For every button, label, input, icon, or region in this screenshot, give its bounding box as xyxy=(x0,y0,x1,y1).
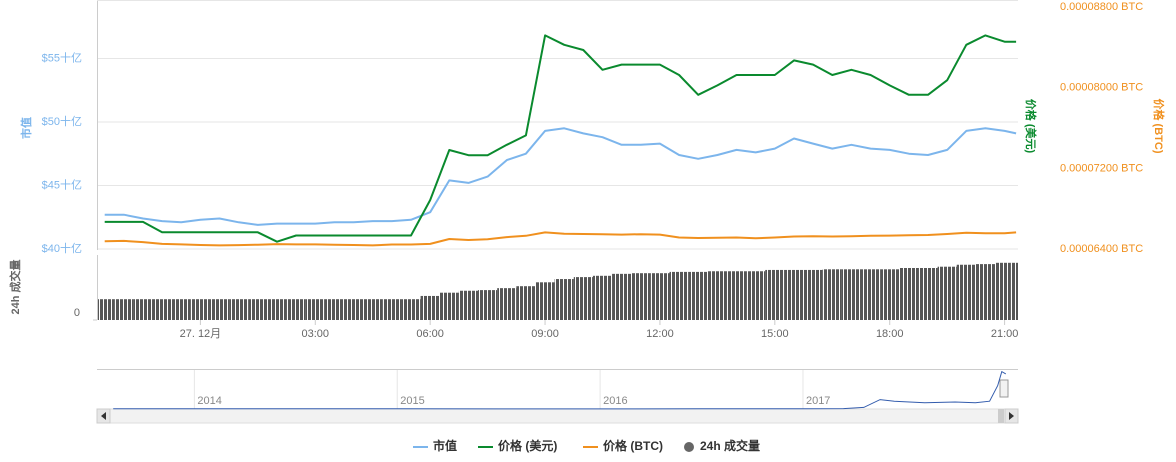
volume-bar xyxy=(765,269,785,320)
arrow-right xyxy=(1009,412,1014,420)
series-line xyxy=(104,127,1017,226)
volume-bar xyxy=(305,299,325,320)
volume-bar xyxy=(171,299,191,320)
volume-bar xyxy=(344,299,364,320)
volume-bar xyxy=(726,271,747,320)
navigator-tick-label: 2017 xyxy=(806,395,830,407)
volume-bar xyxy=(152,299,172,320)
y-axis-title: 市值 xyxy=(19,117,33,139)
volume-bar xyxy=(650,273,670,320)
y2-tick-label: 0.00008000 BTC xyxy=(1060,82,1143,94)
volume-bar xyxy=(190,299,210,320)
volume-bar xyxy=(631,273,651,320)
volume-bar xyxy=(822,269,842,320)
volume-bar xyxy=(286,299,306,320)
y2-tick-label: 0.00007200 BTC xyxy=(1060,162,1143,174)
y2-tick-label: 0.00006400 BTC xyxy=(1060,243,1143,255)
volume-bar xyxy=(784,269,804,320)
y2-tick-label: 0.00008800 BTC xyxy=(1060,1,1143,13)
volume-bar xyxy=(363,299,383,320)
x-tick-label: 27. 12月 xyxy=(180,328,222,340)
volume-bar xyxy=(516,286,536,320)
navigator-handle[interactable] xyxy=(999,379,1009,398)
x-tick-label: 09:00 xyxy=(531,328,559,340)
volume-bar xyxy=(707,271,727,320)
volume-bar xyxy=(899,268,919,320)
legend-label[interactable]: 价格 (美元) xyxy=(498,438,557,453)
volume-bar xyxy=(248,299,268,320)
volume-bar xyxy=(937,266,957,320)
legend-label[interactable]: 价格 (BTC) xyxy=(603,438,663,453)
volume-bar xyxy=(554,279,574,320)
legend-marker[interactable] xyxy=(684,442,694,452)
volume-tick-label: 0 xyxy=(74,307,80,319)
volume-bar xyxy=(669,271,689,320)
navigator-tick-label: 2014 xyxy=(197,395,221,407)
volume-bar xyxy=(497,288,517,320)
plot: $40十亿 $45十亿 $50十亿 $55十亿 0.00006400 BTC 0.0000… xyxy=(8,0,1166,453)
volume-bar xyxy=(612,273,632,320)
x-tick-label: 03:00 xyxy=(302,328,330,340)
volume-bar xyxy=(98,299,115,320)
volume-bar xyxy=(114,299,134,320)
volume-bar xyxy=(535,282,555,320)
volume-bar xyxy=(860,269,881,320)
series-line xyxy=(104,34,1017,243)
navigator-line xyxy=(113,370,1007,410)
volume-bar xyxy=(803,269,823,320)
x-tick-label: 18:00 xyxy=(876,328,904,340)
x-tick-label: 12:00 xyxy=(646,328,674,340)
volume-bar xyxy=(956,264,976,320)
volume-bar xyxy=(975,264,996,320)
volume-bar xyxy=(880,269,900,320)
y2-axis-title: 价格 (BTC) xyxy=(1152,99,1166,154)
volume-bar xyxy=(420,295,440,320)
volume-bar xyxy=(401,299,421,320)
scrollbar[interactable] xyxy=(96,408,1019,424)
x-tick-label: 21:00 xyxy=(991,328,1019,340)
volume-bar xyxy=(918,268,938,320)
scroll-thumb[interactable] xyxy=(998,409,1004,423)
x-tick-label: 15:00 xyxy=(761,328,789,340)
y-tick-label: $45十亿 xyxy=(42,177,82,191)
navigator-tick-label: 2015 xyxy=(400,395,424,407)
volume-bar xyxy=(841,269,861,320)
x-tick-label: 06:00 xyxy=(416,328,444,340)
volume-bar xyxy=(688,271,708,320)
volume-bar xyxy=(324,299,345,320)
legend-label[interactable]: 市值 xyxy=(433,438,457,453)
volume-bar xyxy=(995,262,1011,320)
legend-label[interactable]: 24h 成交量 xyxy=(700,438,760,453)
volume-bar xyxy=(458,290,479,320)
volume-axis-title: 24h 成交量 xyxy=(8,259,22,314)
volume-bar xyxy=(592,275,613,320)
volume-bar xyxy=(382,299,402,320)
y-tick-label: $40十亿 xyxy=(42,241,82,255)
volume-bar xyxy=(209,299,230,320)
volume-bar xyxy=(573,277,593,320)
volume-bar xyxy=(133,299,153,320)
volume-bar xyxy=(746,271,766,320)
volume-bar xyxy=(439,292,459,320)
volume-bar xyxy=(478,290,498,320)
navigator-tick-label: 2016 xyxy=(603,395,627,407)
y-tick-label: $50十亿 xyxy=(42,114,82,128)
y-tick-label: $55十亿 xyxy=(42,50,82,64)
volume-bar xyxy=(1010,262,1018,320)
volume-bar xyxy=(229,299,249,320)
series-line xyxy=(104,231,1017,247)
y3-axis-title: 价格 (美元) xyxy=(1024,99,1038,154)
volume-bar xyxy=(267,299,287,320)
arrow-left xyxy=(101,412,106,420)
